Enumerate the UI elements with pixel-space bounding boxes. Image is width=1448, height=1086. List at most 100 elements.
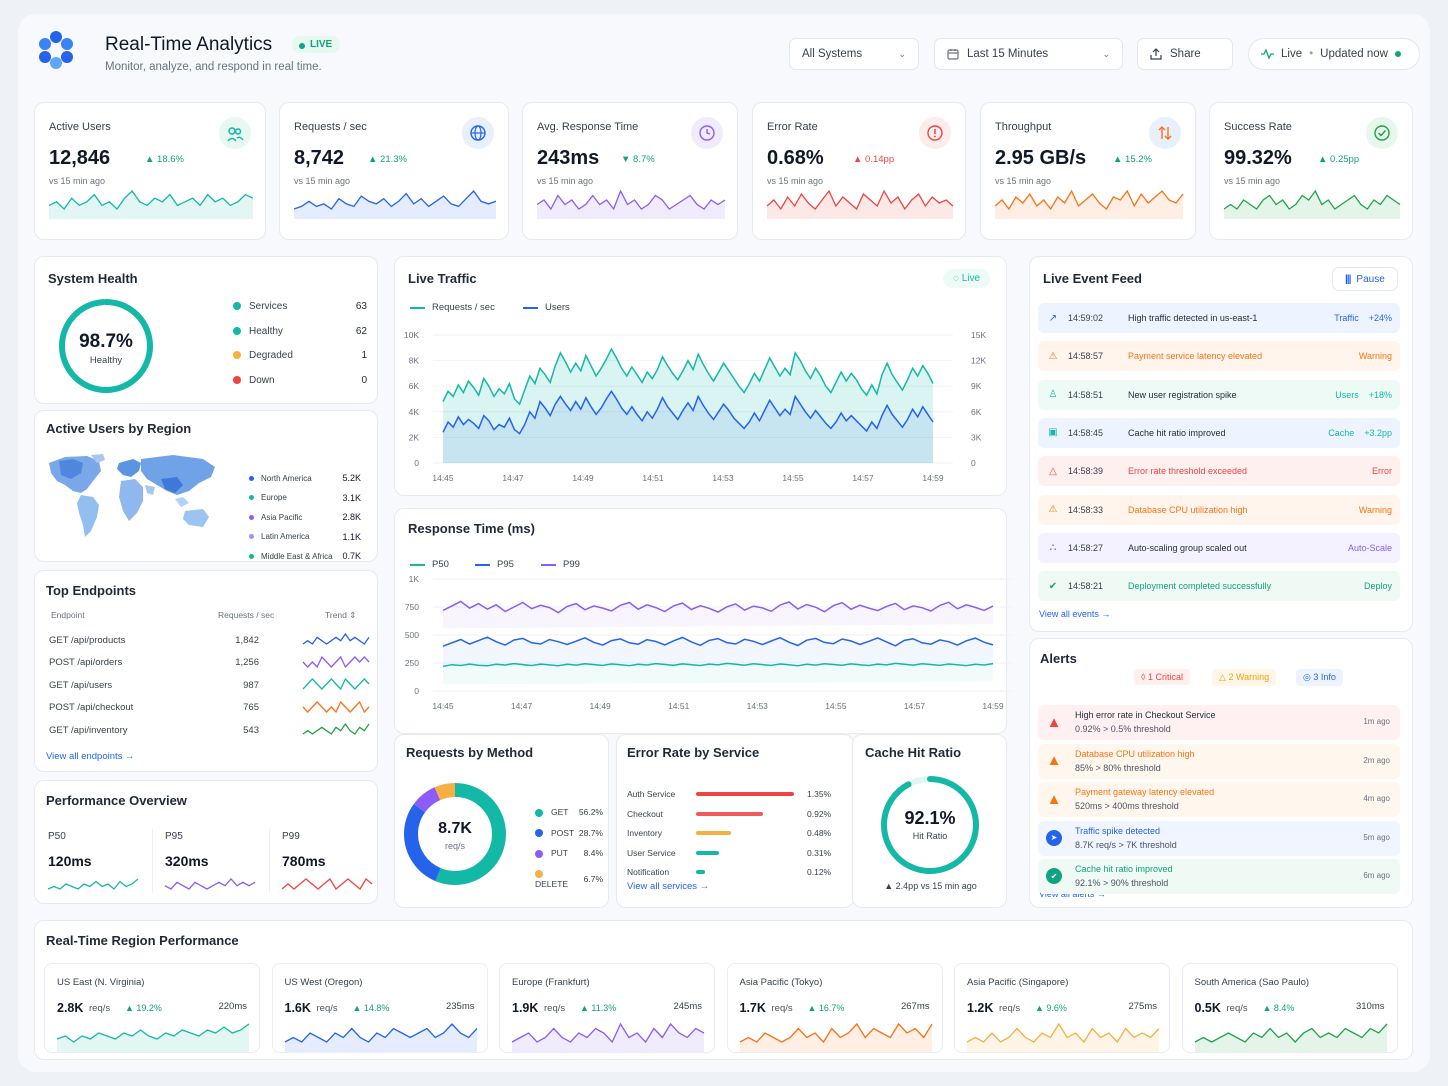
event-row[interactable]: ↗ 14:59:02 High traffic detected in us-eas… xyxy=(1038,303,1400,333)
region-value: 3.1K xyxy=(342,492,361,503)
region-card[interactable]: South America (Sao Paulo) 0.5K req/s ▲ 8.4%… xyxy=(1181,963,1398,1053)
legend-item[interactable]: P50 xyxy=(410,559,449,570)
kpi-value: 2.95 GB/s xyxy=(995,147,1087,169)
cache-hit-card: Cache Hit Ratio 92.1% Hit Ratio ▲ 2.4pp … xyxy=(852,734,1007,908)
health-item: Healthy 62 xyxy=(233,326,367,337)
series-line xyxy=(442,636,994,647)
event-tag: Auto-Scale xyxy=(1347,542,1392,553)
service-label: Inventory xyxy=(627,828,662,838)
region-unit: req/s xyxy=(1226,1003,1248,1014)
region-card[interactable]: US West (Oregon) 1.6K req/s ▲ 14.8% 235ms xyxy=(271,963,488,1053)
error-bar[interactable] xyxy=(696,850,719,855)
donut-slice[interactable] xyxy=(404,783,506,885)
view-all-services-link[interactable]: View all services → xyxy=(627,881,710,892)
event-row[interactable]: ▣ 14:58:45 Cache hit ratio improved Cache +3… xyxy=(1038,417,1400,448)
region-value: 0.7K xyxy=(342,551,361,561)
region-card[interactable]: US East (N. Virginia) 2.8K req/s ▲ 19.2% 220… xyxy=(44,963,260,1053)
donut-center-value: 8.7K xyxy=(438,820,472,837)
y2-tick-label: 3K xyxy=(971,432,982,442)
requests-by-method-card: Requests by Method 8.7K req/s GET 56.2% PO… xyxy=(394,734,609,908)
legend-item[interactable]: Requests / sec xyxy=(410,302,495,313)
table-row[interactable]: POST /api/checkout 765 xyxy=(49,699,370,717)
error-bar[interactable] xyxy=(696,811,763,816)
alert-row[interactable]: ✔ Cache hit ratio improved 92.1% > 90% thr… xyxy=(1038,859,1400,895)
kpi-card[interactable]: Active Users 12,846 ▲ 18.6% vs 15 min ago xyxy=(34,102,266,240)
series-line xyxy=(442,347,934,406)
card-title: Live Event Feed xyxy=(1043,271,1142,286)
kpi-card[interactable]: Avg. Response Time 243ms ▼ 8.7% vs 15 min a… xyxy=(522,102,738,240)
series-area xyxy=(443,349,933,463)
event-row[interactable]: ✔ 14:58:21 Deployment completed successful… xyxy=(1038,571,1400,602)
kpi-value: 8,742 xyxy=(294,147,345,169)
kpi-card[interactable]: Error Rate 0.68% ▲ 0.14pp vs 15 min ago xyxy=(752,102,966,240)
region-card[interactable]: Asia Pacific (Singapore) 1.2K req/s ▲ 9.6% 2… xyxy=(954,963,1170,1053)
alert-row[interactable]: ➤ Traffic spike detected 8.7K req/s > 7K t… xyxy=(1038,820,1400,856)
pause-button[interactable]: ||| Pause xyxy=(1332,267,1398,291)
kpi-card[interactable]: Requests / sec 8,742 ▲ 21.3% vs 15 min ago xyxy=(279,102,509,240)
critical-icon: ◊ xyxy=(1141,672,1146,682)
info-count-badge[interactable]: ◎ 3 Info xyxy=(1296,669,1343,686)
scale-icon: ⛬ xyxy=(1049,542,1057,554)
legend-item[interactable]: Users xyxy=(523,302,570,313)
alert-row[interactable]: ▲ Database CPU utilization high 85% > 80% … xyxy=(1038,743,1400,779)
share-button[interactable]: Share xyxy=(1137,38,1233,70)
view-all-events-link[interactable]: View all events → xyxy=(1039,609,1111,619)
col-trend[interactable]: Trend ⇕ xyxy=(325,610,357,620)
endpoint-trend xyxy=(302,700,370,713)
kpi-label: Error Rate xyxy=(767,121,818,133)
event-row[interactable]: △ 14:58:39 Error rate threshold exceeded Er… xyxy=(1038,456,1400,487)
method-legend-item: GET 56.2% xyxy=(535,807,603,817)
kpi-card[interactable]: Success Rate 99.32% ▲ 0.25pp vs 15 min ago xyxy=(1209,102,1413,240)
perf-label: P99 xyxy=(282,831,300,842)
event-row[interactable]: ♙ 14:58:51 New user registration spike User… xyxy=(1038,379,1400,410)
event-row[interactable]: ⚠ 14:58:33 Database CPU utilization high Wa… xyxy=(1038,494,1400,525)
alert-row[interactable]: ▲ Payment gateway latency elevated 520ms >… xyxy=(1038,782,1400,818)
region-card[interactable]: Europe (Frankfurt) 1.9K req/s ▲ 11.3% 245ms xyxy=(499,963,715,1053)
y-tick-label: 6K xyxy=(409,381,420,391)
x-tick-label: 14:59 xyxy=(982,701,1004,711)
kpi-sparkline xyxy=(994,189,1184,219)
x-tick-label: 14:47 xyxy=(502,473,524,483)
regions-map-card: Active Users by Region North America 5.2K… xyxy=(34,410,378,562)
health-item-value: 0 xyxy=(361,374,367,386)
view-all-endpoints-link[interactable]: View all endpoints → xyxy=(46,751,135,762)
table-row[interactable]: GET /api/inventory 543 xyxy=(49,721,370,739)
clock-icon xyxy=(691,117,723,149)
y2-tick-label: 0 xyxy=(971,458,976,468)
legend-item[interactable]: P99 xyxy=(541,559,580,570)
kpi-card[interactable]: Throughput 2.95 GB/s ▲ 15.2% vs 15 min ago xyxy=(980,102,1196,240)
card-title: Error Rate by Service xyxy=(627,745,760,760)
kpi-spark-area xyxy=(995,191,1183,219)
event-row[interactable]: ⛬ 14:58:27 Auto-scaling group scaled out Au… xyxy=(1038,532,1400,563)
systems-select[interactable]: All Systems ⌄ xyxy=(789,38,919,70)
x-tick-label: 14:47 xyxy=(511,701,533,711)
critical-count-badge[interactable]: ◊ 1 Critical xyxy=(1134,669,1190,685)
arrow-right-icon: → xyxy=(1101,609,1111,619)
kpi-value: 243ms xyxy=(537,147,600,169)
region-spark-line xyxy=(56,1023,250,1043)
legend-item[interactable]: P95 xyxy=(475,559,514,570)
warning-count-badge[interactable]: △ 2 Warning xyxy=(1212,669,1277,686)
error-icon: △ xyxy=(1049,465,1057,477)
table-row[interactable]: POST /api/orders 1,256 xyxy=(49,654,370,672)
table-row[interactable]: GET /api/products 1,842 xyxy=(49,631,370,649)
live-status[interactable]: Live • Updated now xyxy=(1248,38,1420,70)
error-bar[interactable] xyxy=(696,792,794,796)
alert-age: 6m ago xyxy=(1363,871,1390,881)
warning-icon: ⚠ xyxy=(1048,504,1058,515)
live-traffic-live-toggle[interactable]: ◌ Live xyxy=(943,269,991,288)
table-row[interactable]: GET /api/users 987 xyxy=(49,676,370,694)
alert-title: High error rate in Checkout Service xyxy=(1075,710,1216,720)
error-bar[interactable] xyxy=(696,870,705,874)
time-range-select[interactable]: Last 15 Minutes ⌄ xyxy=(934,38,1123,70)
perf-sparkline xyxy=(47,878,139,890)
alert-row[interactable]: ▲ High error rate in Checkout Service 0.92… xyxy=(1038,705,1400,740)
alert-age: 4m ago xyxy=(1363,794,1390,804)
response-time-card: Response Time (ms) 0 250 500 750 1K 14:45 14:4… xyxy=(394,508,1013,734)
error-bar[interactable] xyxy=(696,831,731,835)
kpi-sparkline xyxy=(293,189,497,219)
event-row[interactable]: ⚠ 14:58:57 Payment service latency elevate… xyxy=(1038,341,1400,372)
donut-slice[interactable] xyxy=(404,783,506,885)
region-card[interactable]: Asia Pacific (Tokyo) 1.7K req/s ▲ 16.7% 267m… xyxy=(726,963,943,1053)
y-tick-label: 2K xyxy=(409,432,420,442)
